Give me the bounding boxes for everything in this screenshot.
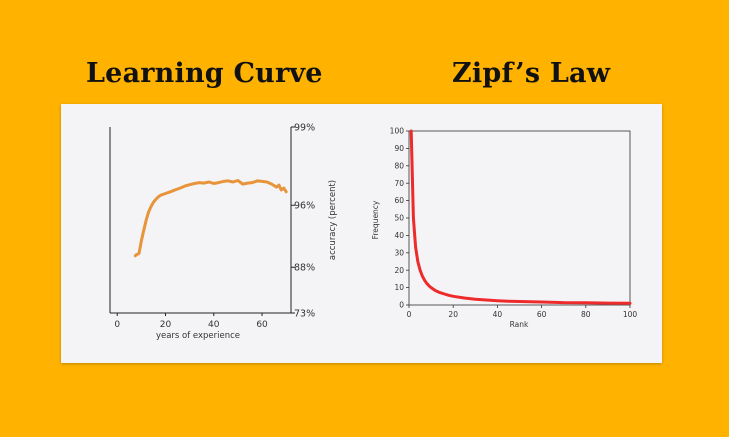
learning-curve-x-label: years of experience	[156, 331, 240, 341]
learning-curve-y-tick-label: 96%	[294, 201, 315, 212]
learning-curve-y-tick-label: 99%	[294, 123, 315, 134]
zipf-y-tick-label: 50	[394, 214, 404, 223]
learning-curve-x-tick-label: 20	[160, 320, 172, 330]
zipf-y-tick-label: 60	[394, 196, 404, 205]
learning-curve-y-ticks: 99% 96% 88% 73%	[291, 123, 315, 320]
zipf-y-tick-label: 40	[394, 231, 404, 240]
zipf-chart: 0 20 40 60 80 100 0 10 20 30 40 50 60 70 80 90 100 Rank…	[371, 127, 637, 329]
zipf-x-tick-label: 60	[537, 310, 547, 319]
charts-panel: 0 20 40 60 99% 96% 88% 73% years of experience…	[61, 104, 662, 363]
zipf-y-tick-label: 0	[399, 301, 404, 310]
zipf-y-ticks: 0 10 20 30 40 50 60 70 80 90 100	[390, 127, 409, 310]
learning-curve-x-tick-label: 0	[114, 320, 120, 330]
learning-curve-y-tick-label: 73%	[294, 309, 315, 320]
learning-curve-x-tick-label: 40	[208, 320, 220, 330]
zipf-x-tick-label: 20	[448, 310, 458, 319]
zipf-y-tick-label: 20	[394, 266, 404, 275]
zipf-y-tick-label: 100	[390, 127, 405, 136]
learning-curve-y-label: accuracy (percent)	[328, 180, 338, 260]
zipf-y-tick-label: 70	[394, 179, 404, 188]
zipf-x-tick-label: 100	[623, 310, 638, 319]
zipfs-law-heading: Zipf’s Law	[452, 58, 611, 89]
zipf-x-label: Rank	[510, 320, 529, 329]
zipf-y-tick-label: 30	[394, 248, 404, 257]
zipf-series-line	[409, 129, 632, 305]
learning-curve-x-tick-label: 60	[256, 320, 268, 330]
zipf-y-label: Frequency	[371, 200, 380, 239]
learning-curve-x-ticks: 0 20 40 60	[114, 313, 268, 330]
learning-curve-y-tick-label: 88%	[294, 263, 315, 274]
learning-curve-chart: 0 20 40 60 99% 96% 88% 73% years of experience…	[109, 123, 338, 341]
learning-curve-heading: Learning Curve	[86, 58, 323, 89]
learning-curve-series-line	[133, 179, 288, 258]
zipf-x-tick-label: 0	[407, 310, 412, 319]
zipf-y-tick-label: 90	[394, 144, 404, 153]
zipf-x-tick-label: 40	[493, 310, 503, 319]
zipf-y-tick-label: 80	[394, 161, 404, 170]
zipf-x-tick-label: 80	[581, 310, 591, 319]
zipf-plot-frame	[408, 130, 631, 306]
zipf-y-tick-label: 10	[394, 283, 404, 292]
zipf-x-ticks: 0 20 40 60 80 100	[407, 305, 638, 319]
charts-svg: 0 20 40 60 99% 96% 88% 73% years of experience…	[109, 123, 637, 341]
